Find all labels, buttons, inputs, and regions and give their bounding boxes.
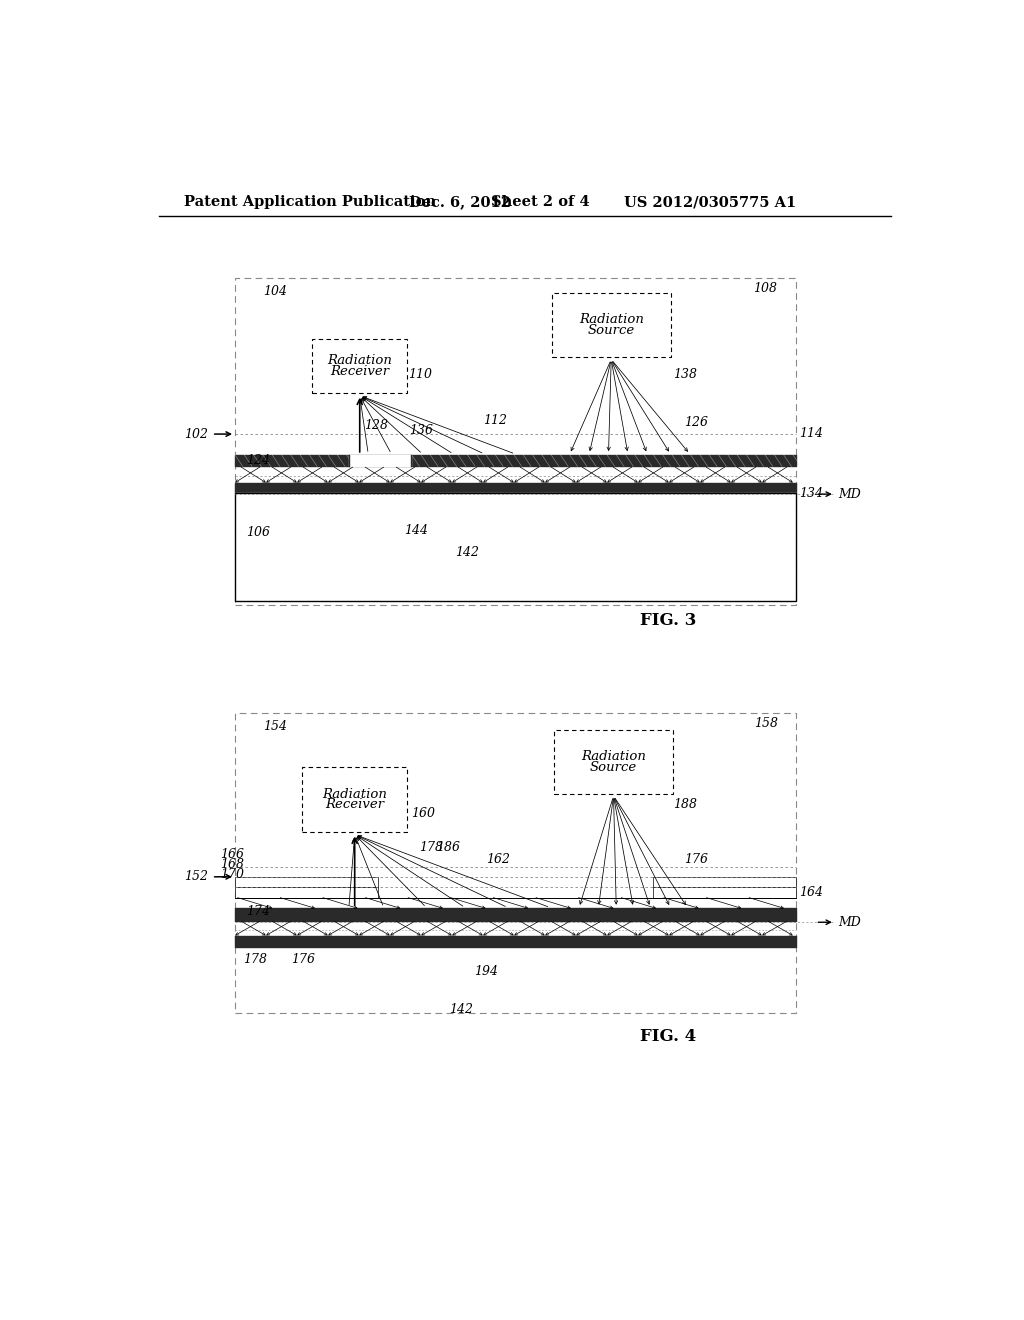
Text: 160: 160 bbox=[411, 807, 435, 820]
Text: 176: 176 bbox=[684, 853, 709, 866]
Text: 126: 126 bbox=[684, 416, 709, 429]
Bar bbox=[234, 887, 378, 898]
Text: 194: 194 bbox=[474, 965, 499, 978]
Text: 178: 178 bbox=[419, 841, 442, 854]
Text: 104: 104 bbox=[263, 285, 288, 298]
Text: 176: 176 bbox=[291, 953, 314, 966]
Bar bbox=[234, 277, 796, 605]
Bar bbox=[652, 876, 796, 887]
Text: Sheet 2 of 4: Sheet 2 of 4 bbox=[490, 195, 590, 210]
Bar bbox=[312, 339, 407, 393]
Text: 136: 136 bbox=[410, 424, 433, 437]
Bar bbox=[552, 293, 671, 358]
Text: 128: 128 bbox=[365, 420, 388, 433]
Text: 142: 142 bbox=[455, 546, 479, 560]
Bar bbox=[234, 455, 796, 466]
Text: 108: 108 bbox=[753, 281, 776, 294]
Text: 166: 166 bbox=[220, 847, 245, 861]
Text: MD: MD bbox=[839, 916, 861, 929]
Text: 186: 186 bbox=[436, 841, 461, 854]
Text: 162: 162 bbox=[486, 853, 510, 866]
Bar bbox=[234, 713, 796, 1014]
Text: Patent Application Publication: Patent Application Publication bbox=[183, 195, 436, 210]
Text: Radiation: Radiation bbox=[581, 750, 646, 763]
Text: Receiver: Receiver bbox=[330, 366, 389, 379]
Bar bbox=[652, 887, 796, 898]
Text: 124: 124 bbox=[246, 454, 269, 467]
Text: 110: 110 bbox=[409, 368, 432, 381]
Text: 154: 154 bbox=[263, 719, 288, 733]
Text: Receiver: Receiver bbox=[326, 799, 384, 812]
Text: US 2012/0305775 A1: US 2012/0305775 A1 bbox=[624, 195, 797, 210]
Text: 138: 138 bbox=[673, 368, 696, 381]
Text: 142: 142 bbox=[450, 1003, 474, 1016]
Text: Radiation: Radiation bbox=[323, 788, 387, 800]
Bar bbox=[234, 876, 378, 887]
Text: 114: 114 bbox=[799, 428, 823, 440]
Text: 152: 152 bbox=[184, 870, 208, 883]
Text: 178: 178 bbox=[243, 953, 266, 966]
Text: 134: 134 bbox=[799, 487, 823, 500]
Text: Dec. 6, 2012: Dec. 6, 2012 bbox=[409, 195, 511, 210]
Text: Source: Source bbox=[588, 323, 635, 337]
Text: Radiation: Radiation bbox=[328, 354, 392, 367]
Text: 158: 158 bbox=[755, 717, 778, 730]
Text: 168: 168 bbox=[220, 858, 245, 871]
Text: 106: 106 bbox=[246, 525, 269, 539]
Text: FIG. 4: FIG. 4 bbox=[640, 1028, 695, 1044]
Text: FIG. 3: FIG. 3 bbox=[640, 612, 696, 628]
Text: 164: 164 bbox=[799, 886, 823, 899]
Bar bbox=[554, 730, 673, 793]
Text: 102: 102 bbox=[184, 428, 208, 441]
Text: Radiation: Radiation bbox=[579, 313, 644, 326]
Text: 174: 174 bbox=[246, 904, 269, 917]
Text: Source: Source bbox=[590, 760, 637, 774]
Text: 188: 188 bbox=[673, 797, 696, 810]
Text: MD: MD bbox=[839, 487, 861, 500]
Bar bbox=[234, 492, 796, 601]
Text: 170: 170 bbox=[220, 867, 245, 880]
Text: 144: 144 bbox=[403, 524, 428, 537]
Text: 112: 112 bbox=[483, 414, 507, 428]
Bar bbox=[302, 767, 407, 832]
